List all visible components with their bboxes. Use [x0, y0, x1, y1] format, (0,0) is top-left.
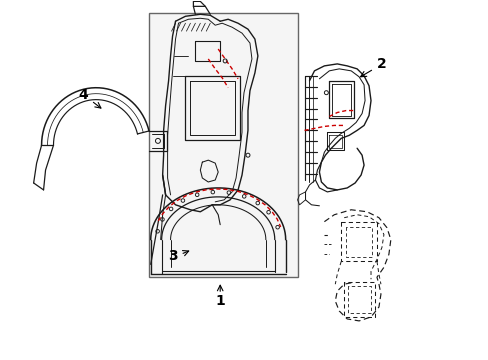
Text: 3: 3: [167, 249, 177, 264]
Bar: [148, 13, 297, 277]
Text: 2: 2: [376, 57, 386, 71]
Text: 1: 1: [215, 294, 224, 308]
Text: 4: 4: [78, 88, 88, 102]
